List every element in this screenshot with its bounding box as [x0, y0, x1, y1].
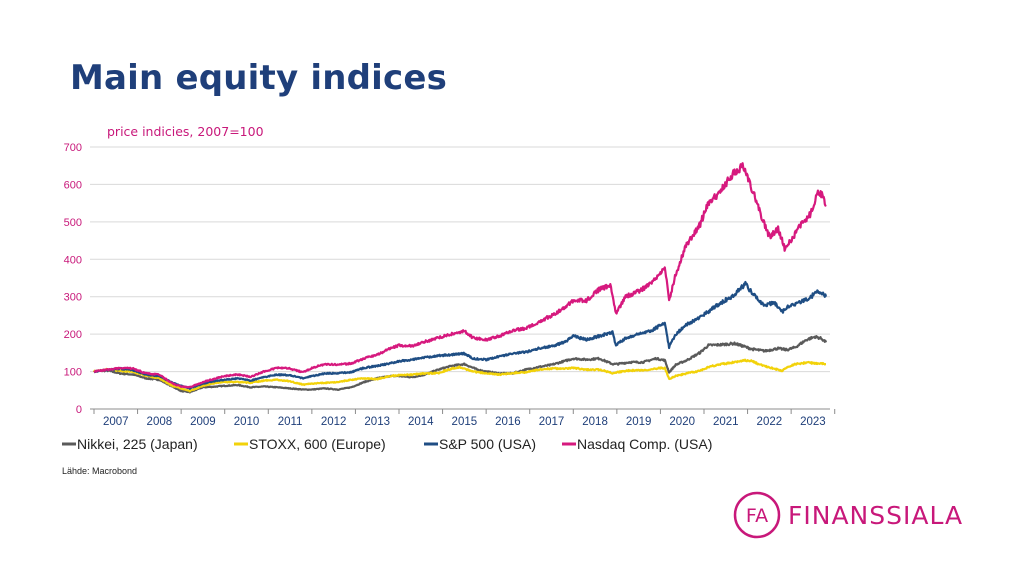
x-tick-label: 2020 — [669, 416, 695, 428]
fa-logo-icon: FA — [733, 491, 781, 539]
chart-subtitle: price indicies, 2007=100 — [107, 124, 264, 139]
source-note: Lähde: Macrobond — [62, 466, 138, 476]
finanssiala-logo: FA FINANSSIALA — [732, 488, 963, 542]
legend-item-2: S&P 500 (USA) — [424, 436, 536, 452]
x-tick-label: 2015 — [452, 416, 478, 428]
x-tick-label: 2022 — [757, 416, 783, 428]
y-axis: 0 100 200 300 400 500 600 700 — [64, 142, 82, 416]
series-line-3 — [93, 162, 827, 389]
x-tick-label: 2018 — [582, 416, 608, 428]
x-tick-label: 2013 — [364, 416, 390, 428]
legend-label: S&P 500 (USA) — [439, 436, 536, 452]
x-tick-label: 2012 — [321, 416, 347, 428]
x-tick-label: 2021 — [713, 416, 739, 428]
x-axis: 2007 2008 2009 2010 2011 2012 2013 2014 2015 2016… — [90, 408, 836, 428]
y-tick-label: 300 — [64, 292, 82, 304]
page-title: Main equity indices — [70, 58, 448, 98]
x-tick-label: 2011 — [278, 416, 303, 428]
chart-series — [92, 162, 828, 394]
x-tick-label: 2016 — [495, 416, 521, 428]
y-tick-label: 100 — [64, 367, 82, 379]
legend-item-3: Nasdaq Comp. (USA) — [562, 436, 712, 452]
legend-item-0: Nikkei, 225 (Japan) — [62, 436, 198, 452]
y-tick-label: 700 — [64, 142, 82, 154]
y-tick-label: 200 — [64, 329, 82, 341]
y-tick-label: 500 — [64, 217, 82, 229]
x-tick-label: 2007 — [103, 416, 129, 428]
chart-grid — [90, 146, 830, 373]
x-tick-label: 2023 — [800, 416, 826, 428]
x-tick-label: 2019 — [626, 416, 652, 428]
legend-item-1: STOXX, 600 (Europe) — [234, 436, 386, 452]
x-tick-label: 2017 — [539, 416, 565, 428]
legend-label: Nasdaq Comp. (USA) — [577, 436, 712, 452]
x-tick-label: 2008 — [147, 416, 173, 428]
series-line-2 — [93, 280, 828, 390]
x-tick-label: 2010 — [234, 416, 260, 428]
legend-label: STOXX, 600 (Europe) — [249, 436, 386, 452]
legend-label: Nikkei, 225 (Japan) — [77, 436, 198, 452]
y-tick-label: 0 — [76, 404, 82, 416]
series-line-1 — [92, 358, 827, 393]
chart-legend: Nikkei, 225 (Japan) STOXX, 600 (Europe) S&… — [62, 436, 712, 452]
x-tick-label: 2014 — [408, 416, 434, 428]
y-tick-label: 400 — [64, 254, 82, 266]
y-tick-label: 600 — [64, 179, 82, 191]
x-tick-label: 2009 — [190, 416, 216, 428]
svg-text:FA: FA — [746, 505, 768, 527]
series-line-0 — [93, 335, 828, 394]
logo-wordmark: FINANSSIALA — [788, 500, 964, 530]
